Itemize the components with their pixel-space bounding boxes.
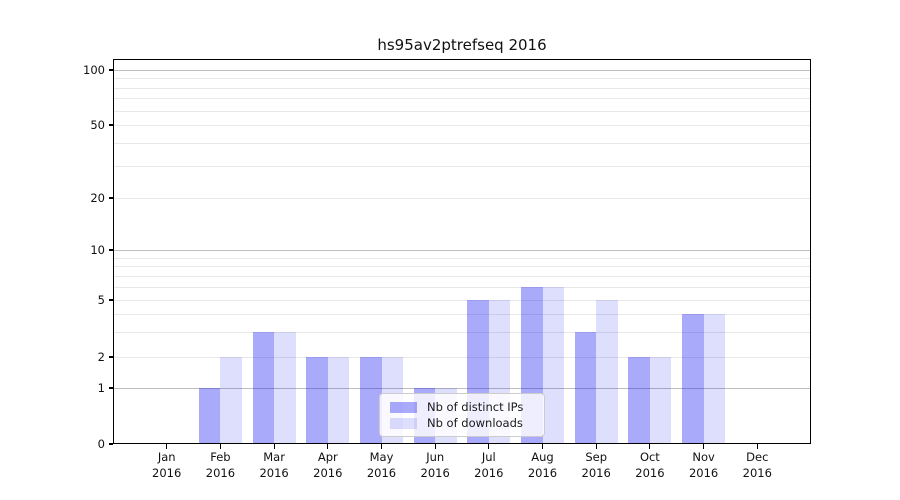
x-tick-label-nov-2016: Nov 2016 (688, 450, 719, 480)
y-tick-5 (108, 299, 113, 301)
gridline-y-50 (113, 125, 811, 126)
x-tick-feb-2016 (219, 444, 221, 449)
y-tick-20 (108, 197, 113, 199)
y-tick-10 (108, 249, 113, 251)
legend-label-downloads: Nb of downloads (427, 416, 523, 430)
x-tick-jun-2016 (434, 444, 436, 449)
bar-nb-of-downloads-nov-2016 (703, 313, 726, 444)
bar-nb-of-downloads-feb-2016 (220, 357, 242, 444)
x-tick-label-oct-2016: Oct 2016 (635, 450, 665, 480)
bar-nb-of-downloads-mar-2016 (274, 331, 296, 444)
bar-nb-of-distinct-ips-oct-2016 (628, 357, 650, 444)
gridline-y-20 (113, 198, 811, 199)
gridline-y-2 (113, 357, 811, 358)
x-tick-sep-2016 (595, 444, 597, 449)
gridline-y-90 (113, 78, 811, 80)
x-tick-label-may-2016: May 2016 (366, 450, 397, 480)
x-tick-label-apr-2016: Apr 2016 (313, 450, 343, 480)
gridline-y-8 (113, 266, 811, 268)
y-tick-label-50: 50 (90, 118, 105, 132)
gridline-y-4 (113, 313, 811, 315)
gridline-y-60 (113, 110, 811, 112)
x-tick-mar-2016 (273, 444, 275, 449)
x-tick-nov-2016 (703, 444, 705, 449)
y-tick-label-100: 100 (83, 63, 105, 77)
plot-area: Nb of distinct IPs Nb of downloads (113, 59, 811, 444)
x-tick-label-mar-2016: Mar 2016 (259, 450, 289, 480)
x-tick-label-jan-2016: Jan 2016 (152, 450, 182, 480)
x-tick-may-2016 (380, 444, 383, 449)
legend-item-downloads: Nb of downloads (390, 416, 534, 430)
x-tick-label-jul-2016: Jul 2016 (474, 450, 504, 480)
bar-nb-of-downloads-oct-2016 (649, 357, 672, 444)
gridline-y-30 (113, 165, 811, 167)
y-tick-label-2: 2 (97, 350, 105, 364)
x-tick-label-feb-2016: Feb 2016 (205, 450, 236, 480)
gridline-y-1 (113, 388, 811, 389)
y-tick-50 (108, 124, 113, 126)
x-tick-dec-2016 (756, 444, 758, 449)
gridline-y-80 (113, 87, 811, 89)
bar-nb-of-distinct-ips-may-2016 (360, 357, 382, 444)
gridline-y-7 (113, 275, 811, 277)
bar-nb-of-distinct-ips-apr-2016 (306, 357, 328, 444)
gridline-y-5 (113, 300, 811, 301)
gridline-y-40 (113, 142, 811, 144)
x-tick-label-sep-2016: Sep 2016 (581, 450, 611, 480)
x-tick-label-dec-2016: Dec 2016 (742, 450, 772, 480)
gridline-y-3 (113, 331, 811, 333)
legend-swatch-downloads (390, 417, 417, 429)
x-tick-label-aug-2016: Aug 2016 (527, 450, 558, 480)
y-tick-label-5: 5 (97, 293, 105, 307)
y-tick-1 (108, 387, 113, 389)
bar-nb-of-distinct-ips-sep-2016 (574, 331, 597, 444)
legend: Nb of distinct IPs Nb of downloads (379, 393, 545, 437)
y-tick-label-0: 0 (97, 437, 105, 451)
y-tick-label-20: 20 (90, 191, 105, 205)
bars-layer (113, 59, 811, 444)
y-tick-2 (108, 356, 113, 358)
gridline-y-10 (113, 250, 811, 251)
x-tick-jan-2016 (166, 444, 168, 449)
gridline-y-9 (113, 257, 811, 259)
x-tick-label-jun-2016: Jun 2016 (420, 450, 450, 480)
x-tick-oct-2016 (649, 444, 651, 449)
x-tick-jul-2016 (488, 444, 490, 449)
y-tick-label-10: 10 (90, 243, 105, 257)
bar-nb-of-downloads-aug-2016 (542, 286, 564, 444)
legend-swatch-distinct-ips (390, 401, 417, 413)
chart-title: hs95av2ptrefseq 2016 (377, 36, 547, 54)
bar-nb-of-downloads-sep-2016 (596, 300, 618, 444)
gridline-y-6 (113, 286, 811, 288)
gridline-y-70 (113, 98, 811, 100)
gridline-y-100 (113, 70, 811, 71)
x-tick-apr-2016 (327, 444, 329, 449)
y-tick-label-1: 1 (97, 381, 105, 395)
y-tick-100 (108, 69, 113, 71)
legend-label-distinct-ips: Nb of distinct IPs (427, 400, 524, 414)
bar-nb-of-distinct-ips-mar-2016 (252, 331, 275, 444)
bar-nb-of-distinct-ips-feb-2016 (198, 388, 221, 444)
gridlines-layer (113, 59, 811, 444)
legend-item-distinct-ips: Nb of distinct IPs (390, 400, 534, 414)
bar-nb-of-distinct-ips-nov-2016 (682, 313, 704, 444)
y-tick-0 (108, 443, 113, 445)
x-tick-aug-2016 (541, 444, 544, 449)
bar-nb-of-downloads-apr-2016 (327, 357, 350, 444)
